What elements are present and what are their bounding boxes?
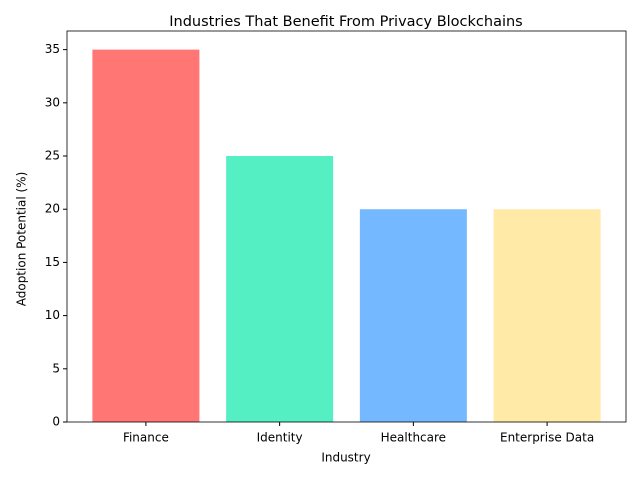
bar (92, 49, 200, 422)
x-tick-label: Enterprise Data (500, 431, 594, 445)
y-tick-label: 25 (45, 149, 60, 163)
x-tick-label: Identity (257, 431, 303, 445)
y-tick-label: 15 (45, 255, 60, 269)
chart-title: Industries That Benefit From Privacy Blo… (169, 14, 523, 30)
y-tick-label: 20 (45, 202, 60, 216)
y-axis-label: Adoption Potential (%) (15, 172, 29, 307)
bar (226, 156, 334, 422)
x-tick-label: Finance (123, 431, 169, 445)
y-tick-label: 30 (45, 95, 60, 109)
y-tick-label: 10 (45, 308, 60, 322)
y-tick-label: 35 (45, 42, 60, 56)
x-axis-label: Industry (321, 451, 370, 465)
plot-frame (66, 30, 627, 423)
y-tick-label: 5 (52, 361, 60, 375)
bar (359, 209, 467, 422)
bar (493, 209, 601, 422)
x-tick-label: Healthcare (381, 431, 446, 445)
y-tick-label: 0 (52, 415, 60, 429)
